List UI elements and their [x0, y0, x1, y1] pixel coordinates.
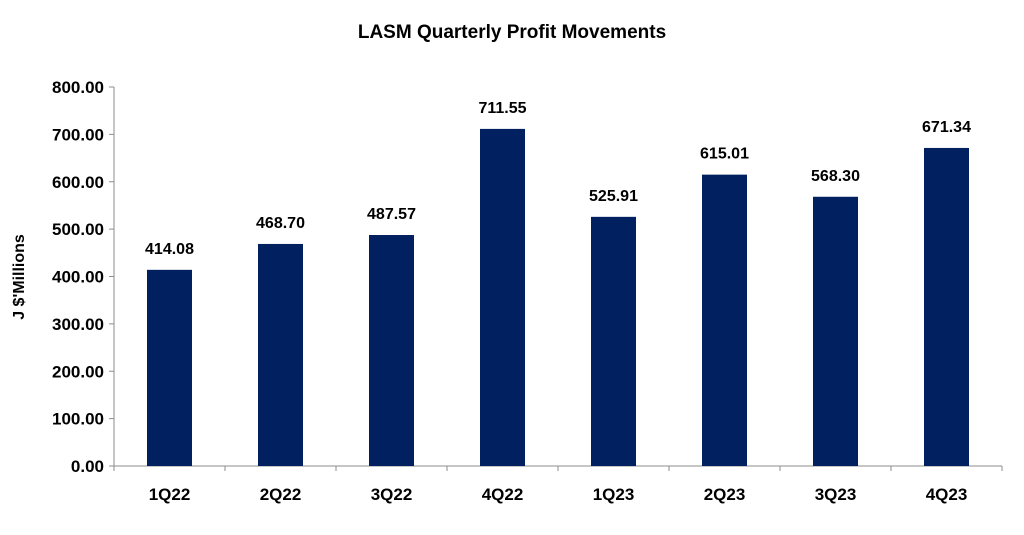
y-tick-label: 400.00	[52, 268, 104, 287]
x-tick-label: 3Q23	[815, 485, 857, 504]
x-tick-label: 2Q23	[704, 485, 746, 504]
x-tick-label: 2Q22	[260, 485, 302, 504]
data-label: 615.01	[700, 146, 749, 163]
bar-3Q22	[369, 235, 414, 466]
bar-1Q23	[591, 216, 636, 466]
y-axis-label: J $'Millions	[11, 234, 28, 320]
bar-3Q23	[813, 196, 858, 466]
y-tick-label: 700.00	[52, 125, 104, 144]
y-tick-label: 600.00	[52, 173, 104, 192]
bar-2Q22	[258, 243, 303, 466]
y-tick-label: 300.00	[52, 315, 104, 334]
y-tick-label: 100.00	[52, 410, 104, 429]
data-label: 568.30	[811, 168, 860, 185]
bar-4Q23	[924, 147, 969, 466]
y-tick-label: 200.00	[52, 362, 104, 381]
data-label: 525.91	[589, 188, 638, 205]
x-tick-label: 1Q22	[149, 485, 191, 504]
y-tick-label: 500.00	[52, 220, 104, 239]
data-label: 487.57	[367, 206, 416, 223]
x-tick-label: 4Q22	[482, 485, 524, 504]
data-label: 671.34	[922, 119, 971, 136]
bar-2Q23	[702, 174, 747, 466]
x-tick-label: 4Q23	[926, 485, 968, 504]
chart-title: LASM Quarterly Profit Movements	[358, 22, 666, 43]
data-label: 414.08	[145, 241, 194, 258]
y-tick-label: 0.00	[71, 457, 104, 476]
x-tick-label: 3Q22	[371, 485, 413, 504]
data-label: 711.55	[478, 100, 526, 117]
data-label: 468.70	[256, 215, 305, 232]
x-tick-label: 1Q23	[593, 485, 635, 504]
y-tick-label: 800.00	[52, 78, 104, 97]
bar-4Q22	[480, 128, 525, 466]
bar-1Q22	[147, 269, 192, 466]
